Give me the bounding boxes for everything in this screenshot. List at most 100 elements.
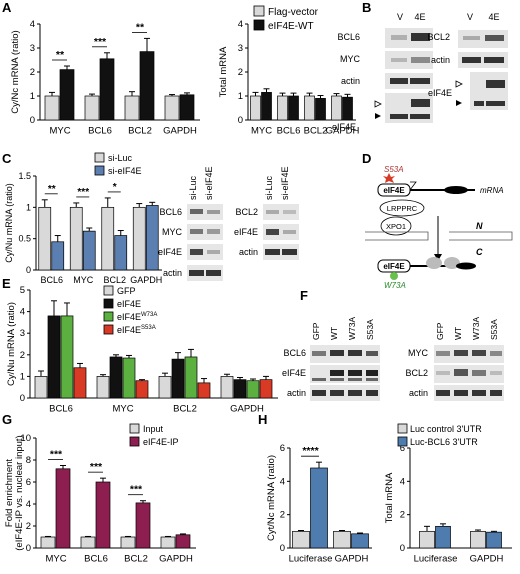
y-tick-label: 3: [30, 43, 35, 54]
blot-strip: [458, 30, 508, 48]
lane-label-v: V: [397, 12, 403, 22]
blot-band: [312, 378, 326, 381]
label-s53a: S53A: [384, 165, 404, 174]
blot-strip: [263, 204, 299, 220]
y-tick-label: 0: [280, 543, 285, 554]
bar: [175, 534, 191, 549]
y-tick-label: 0: [26, 265, 31, 275]
panel-letter-h: H: [258, 412, 267, 427]
bar: [259, 379, 273, 399]
blot-b-2: V 4E BCL2 actin eIF4E: [427, 12, 508, 110]
bar: [82, 230, 96, 271]
bar: [60, 315, 74, 399]
blot-band: [207, 229, 220, 234]
blot-band: [472, 390, 486, 396]
blot-band: [330, 378, 344, 381]
chart-a-left: 0 1 2 3 4 Cy/Nc mRNA (ratio) MYC ** BCL6 *** BCL2 *…: [10, 19, 200, 137]
label-eif4e: eIF4E: [383, 262, 405, 271]
blot-band: [410, 78, 430, 84]
open-arrowhead-icon: [455, 80, 463, 88]
blot-band: [490, 371, 502, 375]
nuclear-envelope-right: [449, 231, 513, 241]
blot-strip: [434, 345, 504, 363]
blot-label-bcl2: BCL2: [235, 207, 258, 217]
x-tick-label: Luciferase: [289, 554, 333, 565]
lane-label-v: V: [467, 12, 473, 22]
legend-label-eif4e-w73a-sup: W73A: [141, 312, 157, 318]
legend-label-input: Input: [143, 424, 164, 434]
blot-band: [265, 249, 280, 255]
bar: [435, 525, 451, 549]
bar: [233, 379, 247, 399]
blot-band: [207, 250, 220, 254]
lane-label-si-luc: si-Luc: [188, 175, 198, 200]
y-tick-label: 0: [238, 115, 243, 126]
blot-band: [348, 390, 362, 396]
bar: [220, 376, 234, 399]
blot-strip: [187, 224, 223, 240]
chart-e: 0 1 2 3 4 5Cy/Nu mRNA (ratio) BCL6 MYC BCL2 GAPDH: [6, 285, 278, 415]
bar: [197, 382, 211, 399]
blot-band: [454, 390, 468, 396]
y-tick-label: 1: [26, 202, 31, 212]
blot-strip: [434, 385, 504, 401]
bar: [101, 206, 115, 271]
lane-label-gfp: GFP: [435, 322, 445, 340]
bar: [95, 481, 111, 549]
blot-band: [391, 35, 407, 40]
y-tick-label: 4: [400, 476, 405, 487]
chart-g: 0 2 4 6 8 10 Fold enrichment (eIF4E-IP vs. nucl…: [4, 433, 196, 565]
blot-label-actin: actin: [409, 388, 428, 398]
blot-band: [474, 101, 484, 106]
xpo1-protein-shape: [380, 216, 412, 236]
significance-label: ***: [90, 461, 103, 473]
legend-a: Flag-vector eIF4E-WT: [253, 5, 319, 32]
y-tick-label: 0.5: [18, 234, 31, 244]
legend-label-gfp: GFP: [117, 286, 136, 296]
legend-label-si-luc: si-Luc: [108, 153, 133, 163]
y-tick-label: 6: [280, 443, 285, 454]
x-tick-label: GAPDH: [335, 554, 369, 565]
panel-letter-b: B: [362, 0, 371, 15]
blot-label-eif4e: eIF4E: [282, 368, 306, 378]
blot-band: [366, 351, 378, 356]
legend-swatch-eif4e-s53a: [103, 324, 114, 335]
blot-band: [266, 210, 279, 214]
blot-strip: [310, 385, 380, 401]
blot-label-actin: actin: [287, 388, 306, 398]
blot-strip: [458, 52, 508, 68]
x-tick-label: BCL6: [49, 404, 73, 415]
bar: [132, 206, 146, 271]
blot-label-actin: actin: [163, 268, 182, 278]
y-tick-label: 6: [400, 443, 405, 454]
blot-band: [486, 80, 505, 88]
legend-label-eif4e-w73a: eIF4EW73A: [117, 312, 157, 322]
x-tick-label: GAPDH: [159, 554, 193, 565]
label-w73a: W73A: [384, 281, 406, 290]
bar: [135, 502, 151, 549]
blot-label-bcl6: BCL6: [159, 207, 182, 217]
y-tick-label: 4: [238, 19, 243, 30]
blot-band: [190, 229, 203, 234]
lane-label-4e: 4E: [414, 12, 425, 22]
legend-label-eif4e-s53a-main: eIF4E: [117, 325, 141, 335]
blot-strip: [187, 204, 223, 220]
bar: [171, 358, 185, 399]
blot-strip: [310, 345, 380, 363]
label-mrna: mRNA: [480, 186, 504, 195]
x-tick-label: MYC: [112, 404, 133, 415]
legend-label-eif4e-w73a-main: eIF4E: [117, 312, 141, 322]
bar: [333, 530, 351, 549]
significance-label: *: [113, 182, 117, 193]
y-tick-label: 3: [238, 43, 243, 54]
y-axis-label: Cy/Nu mRNA (ratio): [6, 302, 17, 386]
y-tick-label: 1.5: [18, 171, 31, 181]
blot-band: [207, 210, 220, 214]
y-tick-label: 1: [20, 371, 25, 382]
bar: [109, 356, 123, 399]
blot-band: [486, 101, 505, 106]
x-tick-label: MYC: [251, 126, 272, 137]
blot-f-2: GFP WT W73A S53A MYC BCL2 actin: [405, 317, 504, 401]
y-tick-label: 4: [20, 307, 25, 318]
legend-swatch-input: [129, 423, 140, 434]
